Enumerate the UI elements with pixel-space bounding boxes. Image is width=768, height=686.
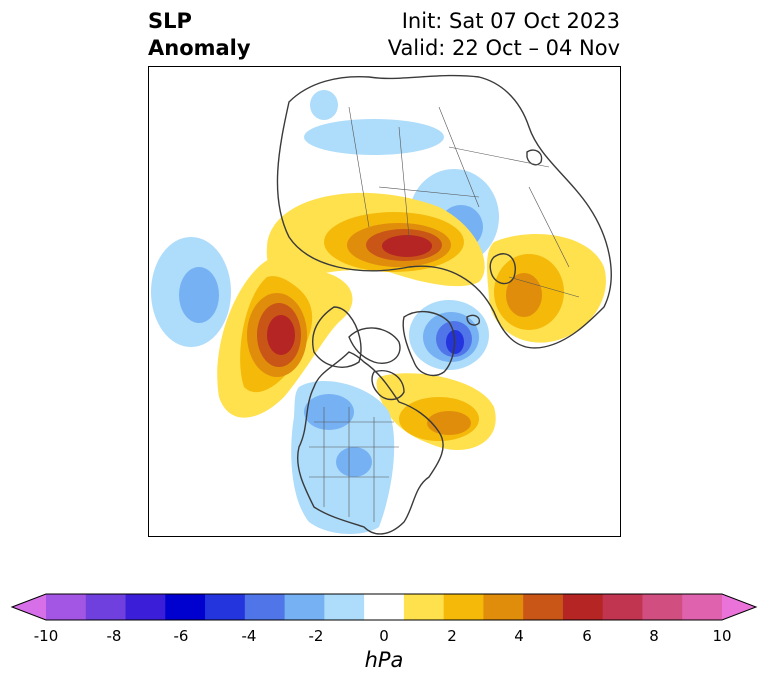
colorbar-bin (443, 594, 484, 620)
colorbar-bin (165, 594, 206, 620)
tick-label: -6 (173, 627, 189, 645)
colorbar-extend-min (12, 594, 46, 620)
title-line-2: Anomaly (148, 36, 251, 60)
colorbar-extend-max (722, 594, 756, 620)
greenland-coast (402, 310, 456, 377)
map-title: SLP Anomaly (148, 8, 251, 62)
anomaly-shading (151, 90, 606, 534)
tick-label: -10 (33, 627, 59, 645)
slp-anomaly-map (148, 66, 621, 537)
japan-coast (526, 149, 543, 166)
colorbar-bin (205, 594, 246, 620)
eurasia-coast (276, 74, 612, 349)
us-low-mid (304, 394, 354, 430)
colorbar-bin (642, 594, 683, 620)
siberia-low-light (304, 119, 444, 155)
colorbar-bin (682, 594, 723, 620)
valid-range: Valid: 22 Oct – 04 Nov (387, 36, 620, 60)
tick-label: 4 (514, 627, 524, 645)
init-date: Init: Sat 07 Oct 2023 (401, 9, 620, 33)
colorbar-bin (523, 594, 564, 620)
colorbar-bin (483, 594, 524, 620)
colorbar-bin (244, 594, 286, 620)
colorbar-bin (562, 594, 604, 620)
tick-label: 2 (447, 627, 457, 645)
colorbar-bin (403, 594, 445, 620)
colorbar-bin (85, 594, 127, 620)
pacific-low-mid (179, 267, 219, 323)
coastlines (276, 74, 612, 535)
colorbar-bin (364, 594, 405, 620)
political-borders (309, 106, 580, 522)
colorbar-bin (602, 594, 643, 620)
forecast-dates: Init: Sat 07 Oct 2023 Valid: 22 Oct – 04… (388, 8, 620, 62)
iceland-coast (466, 314, 481, 326)
colorbar-outline (10, 593, 758, 621)
arctic-high-core (382, 235, 432, 257)
alaska-coast (312, 306, 362, 368)
colorbar-bin (324, 594, 365, 620)
colorbar-bin (125, 594, 166, 620)
tick-label: 0 (379, 627, 389, 645)
bering-high-core (267, 315, 295, 355)
siberia-low-light-2 (310, 90, 338, 120)
hudson-bay-coast (371, 370, 405, 401)
canada-arctic-coast (348, 327, 401, 364)
colorbar (10, 593, 758, 621)
colorbar-bin (284, 594, 325, 620)
colorbar-bin (46, 594, 87, 620)
us-low-mid-2 (336, 447, 372, 477)
tick-label: 10 (712, 627, 732, 645)
tick-label: -4 (241, 627, 257, 645)
tick-label: -2 (308, 627, 324, 645)
map-canvas (151, 74, 612, 535)
europe-coast (489, 253, 516, 285)
colorbar-unit: hPa (364, 648, 404, 672)
north-america-coast (297, 351, 444, 535)
europe-high-strong (506, 273, 542, 317)
atlantic-high-strong (427, 411, 471, 435)
tick-label: 6 (582, 627, 592, 645)
tick-label: 8 (649, 627, 659, 645)
tick-label: -8 (106, 627, 122, 645)
title-line-1: SLP (148, 9, 192, 33)
